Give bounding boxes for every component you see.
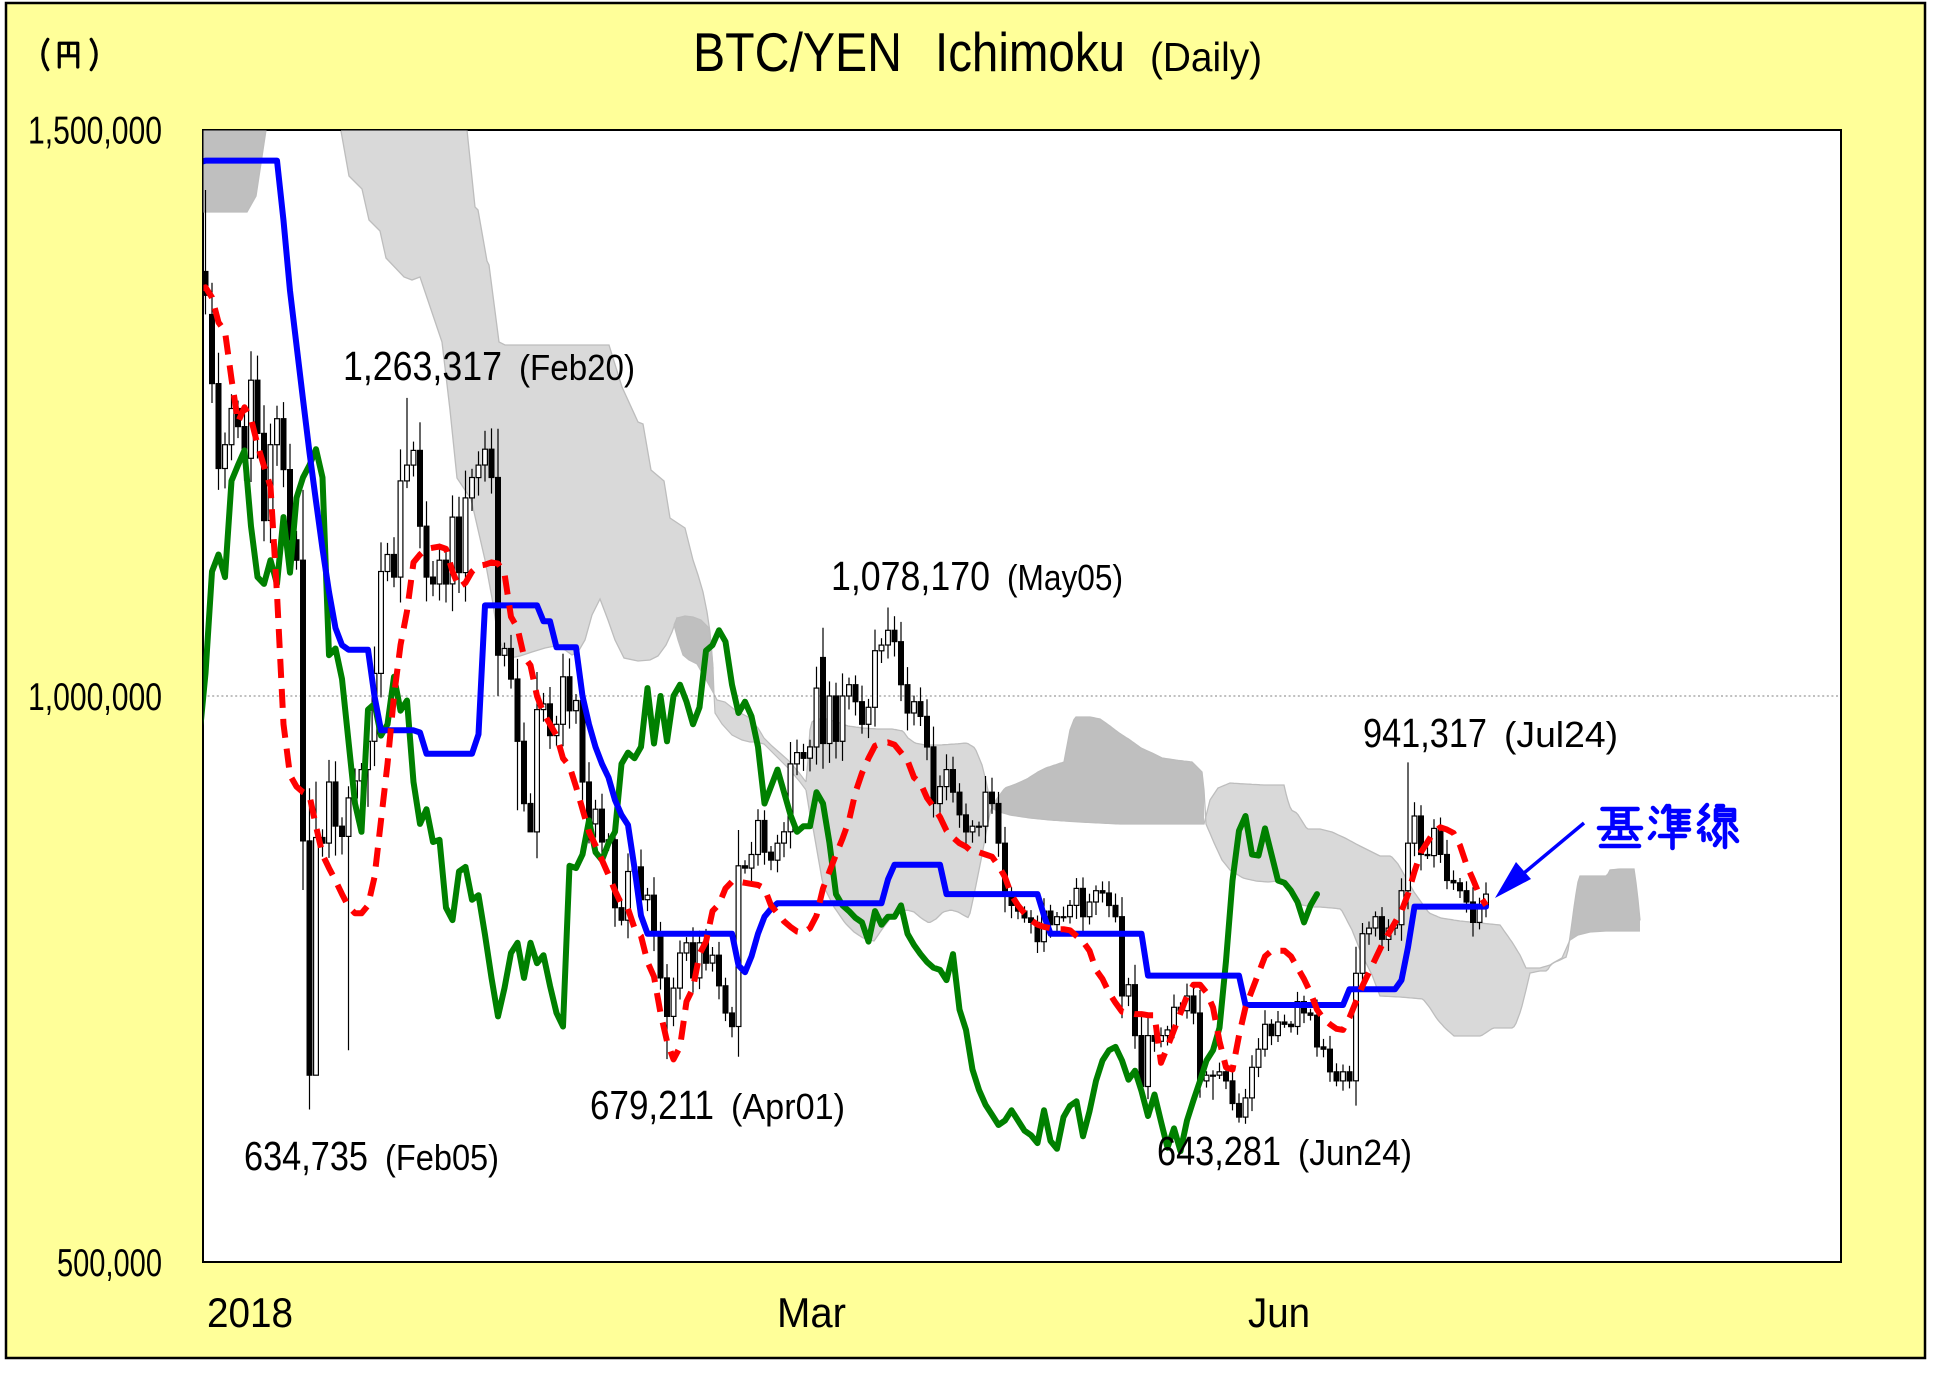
- svg-text:(Feb20): (Feb20): [519, 347, 635, 388]
- svg-text:643,281: 643,281: [1157, 1128, 1281, 1174]
- svg-text:BTC/YEN: BTC/YEN: [693, 21, 902, 83]
- svg-text:1,000,000: 1,000,000: [28, 676, 162, 719]
- svg-text:(Jul24): (Jul24): [1504, 714, 1618, 755]
- svg-text:Ichimoku: Ichimoku: [935, 21, 1125, 83]
- svg-text:(Jun24): (Jun24): [1298, 1132, 1412, 1173]
- svg-text:Jun: Jun: [1248, 1289, 1310, 1336]
- svg-text:679,211: 679,211: [590, 1082, 714, 1128]
- svg-text:(Apr01): (Apr01): [731, 1086, 845, 1127]
- svg-text:2018: 2018: [207, 1289, 293, 1336]
- svg-text:(Feb05): (Feb05): [385, 1137, 499, 1178]
- svg-text:1,500,000: 1,500,000: [28, 110, 162, 153]
- svg-text:1,263,317: 1,263,317: [343, 343, 502, 389]
- svg-text:(Daily): (Daily): [1150, 34, 1262, 80]
- svg-text:(May05): (May05): [1007, 557, 1123, 598]
- svg-text:Mar: Mar: [777, 1289, 846, 1336]
- svg-text:634,735: 634,735: [244, 1133, 368, 1179]
- svg-text:500,000: 500,000: [57, 1242, 162, 1285]
- svg-text:1,078,170: 1,078,170: [831, 553, 990, 599]
- svg-text:941,317: 941,317: [1363, 710, 1487, 756]
